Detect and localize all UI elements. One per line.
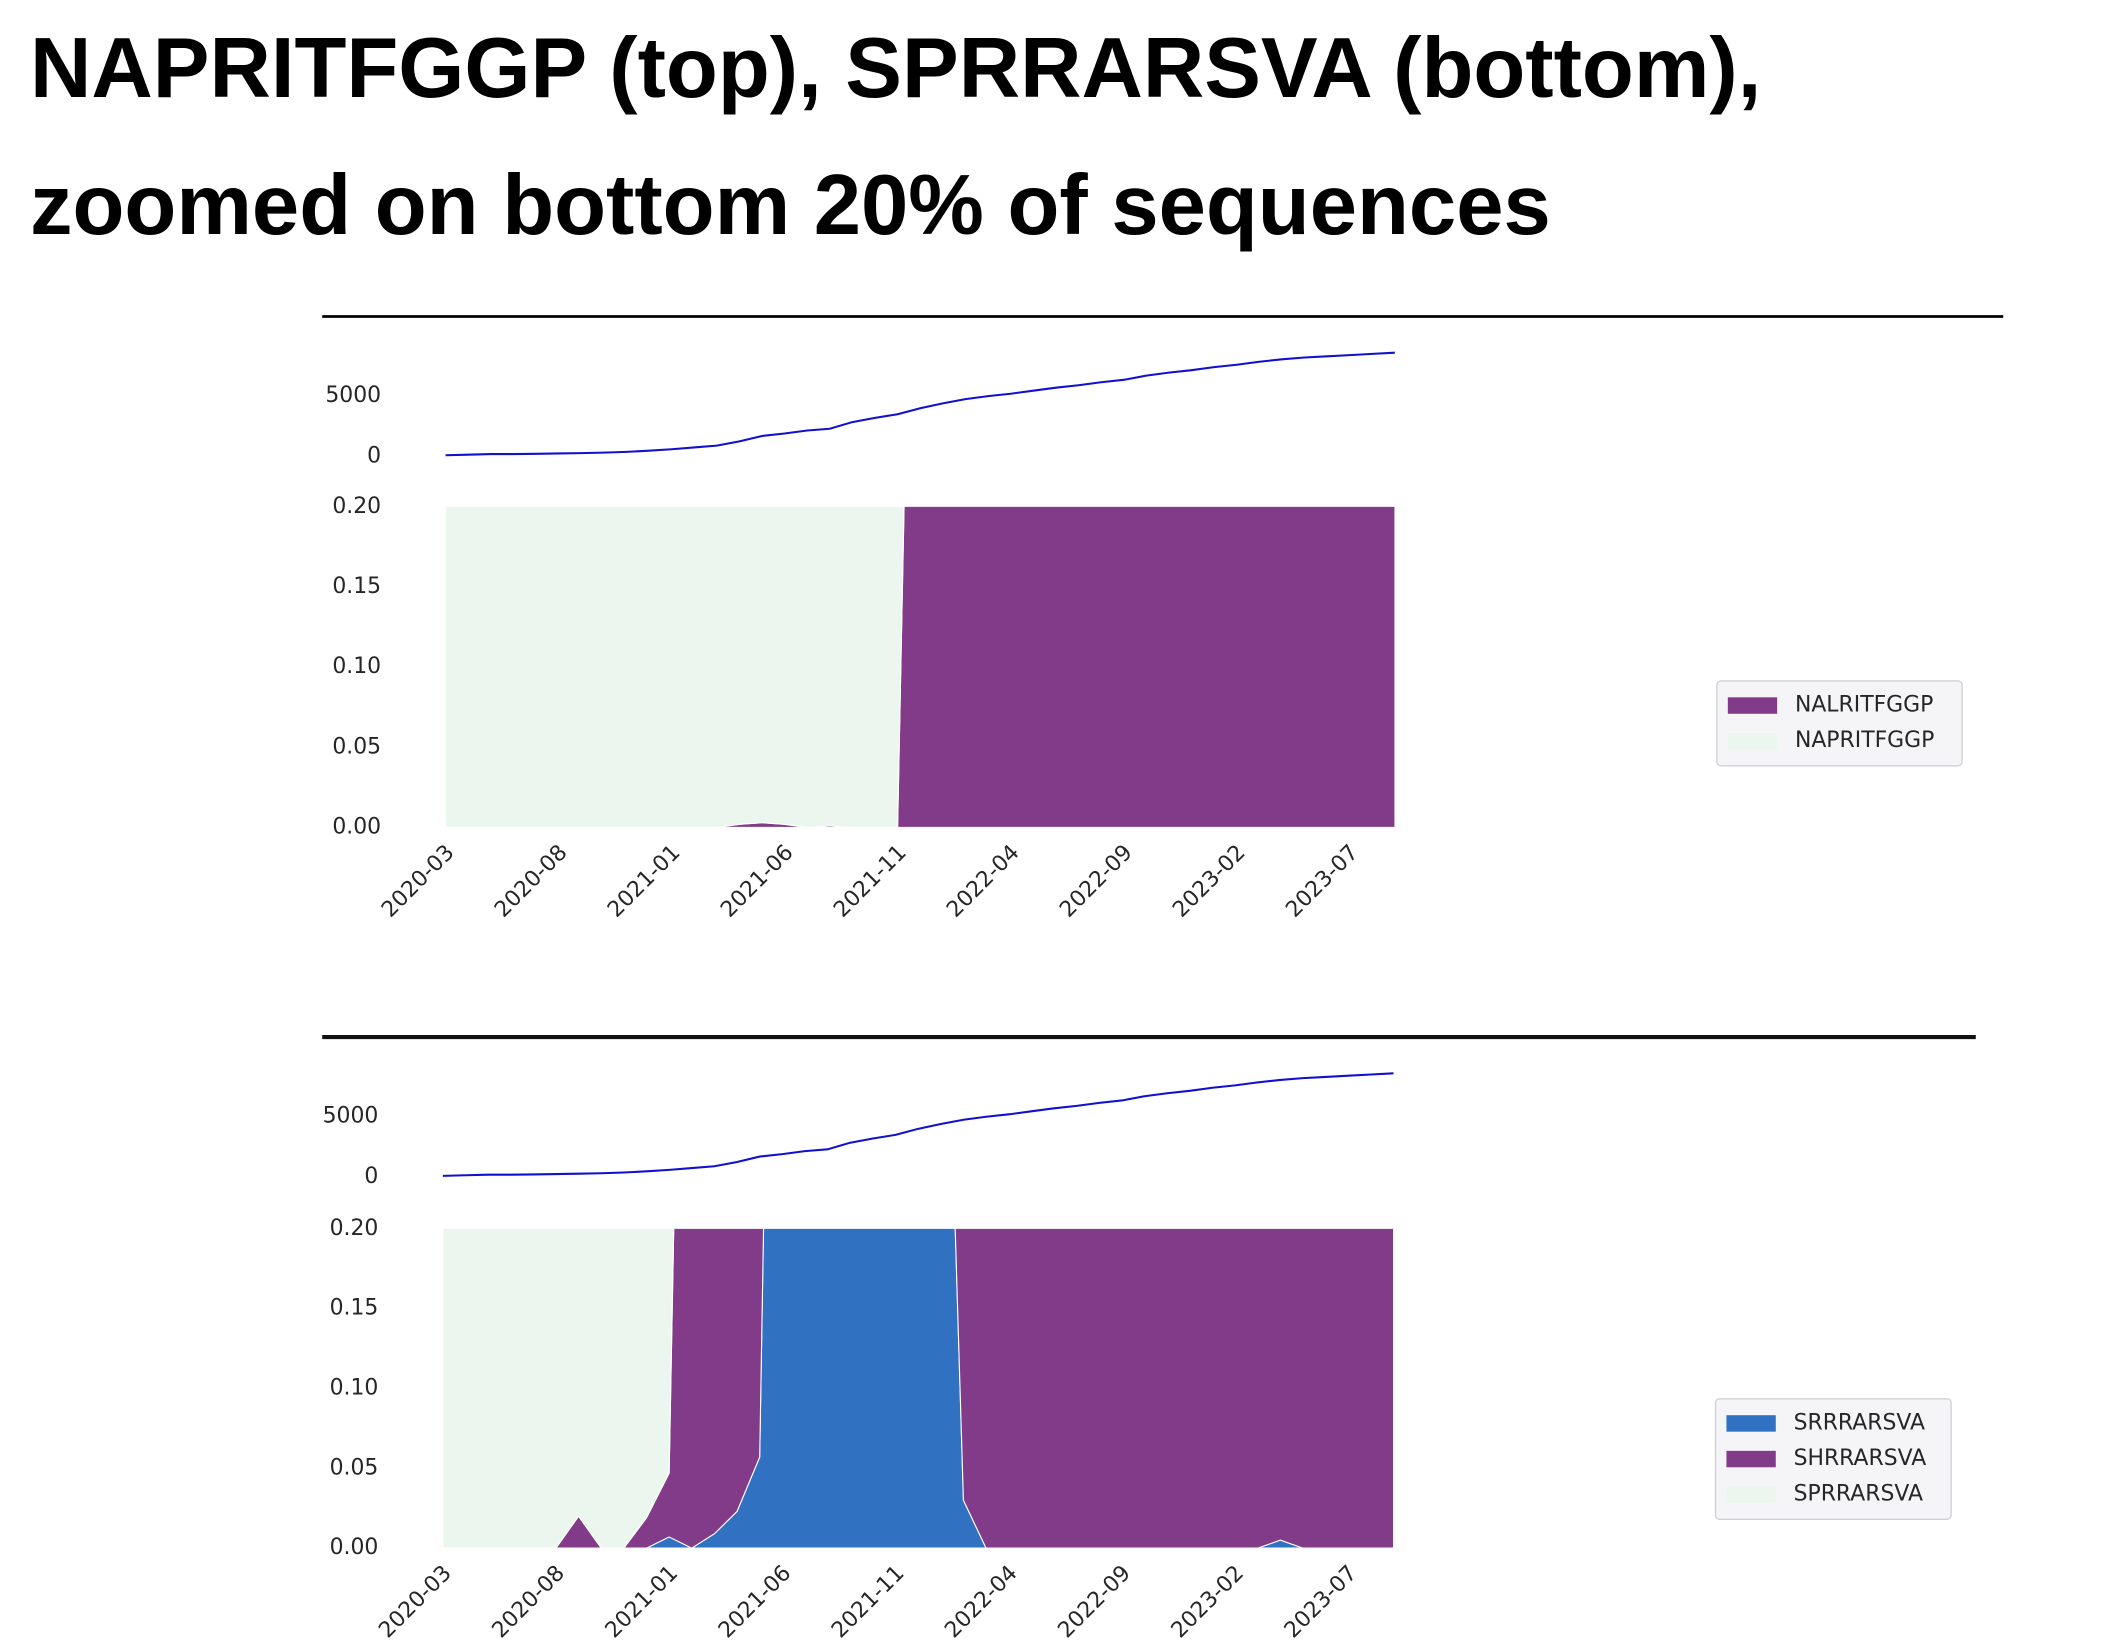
y-tick-label: 5000 <box>323 1104 379 1129</box>
slide-title: NAPRITFGGP (top), SPRRARSVA (bottom), zo… <box>30 21 1762 253</box>
y-tick-label: 0.15 <box>330 1296 379 1321</box>
area <box>445 506 905 828</box>
x-tick-label: 2022-09 <box>1053 1561 1135 1643</box>
y-tick-label: 0.05 <box>332 734 381 759</box>
x-tick-label: 2020-03 <box>374 1561 456 1643</box>
line <box>445 351 1395 457</box>
x-tick-label: 2021-06 <box>714 1561 796 1643</box>
y-tick-label: 5000 <box>325 383 381 408</box>
legend-label: SHRRARSVA <box>1794 1446 1927 1471</box>
y-tick-label: 0.20 <box>332 494 381 519</box>
legend-label: SRRRARSVA <box>1794 1410 1925 1435</box>
y-tick-label: 0.10 <box>332 654 381 679</box>
legend-swatch <box>1727 697 1778 714</box>
plot-area <box>445 351 1395 457</box>
y-tick-label: 0.10 <box>330 1375 379 1400</box>
x-tick-label: 2020-08 <box>490 840 572 922</box>
x-tick-label: 2020-03 <box>377 840 459 922</box>
y-tick-label: 0.15 <box>332 574 381 599</box>
y-tick-label: 0.20 <box>330 1216 379 1241</box>
legend-label: NALRITFGGP <box>1795 693 1933 718</box>
area <box>442 1228 1394 1549</box>
plot-area <box>442 1072 1394 1177</box>
legend-swatch <box>1726 1415 1776 1432</box>
y-tick-label: 0.00 <box>330 1535 379 1560</box>
y-tick-label: 0.05 <box>330 1455 379 1480</box>
x-tick-label: 2023-07 <box>1281 840 1363 922</box>
y-tick-label: 0 <box>367 443 381 468</box>
y-tick-label: 0 <box>364 1164 378 1189</box>
x-tick-label: 2021-11 <box>827 1561 909 1643</box>
y-tick-label: 0.00 <box>332 814 381 839</box>
plot-area <box>442 1228 1394 1549</box>
x-tick-label: 2022-04 <box>940 1561 1022 1643</box>
legend-swatch <box>1726 1486 1776 1503</box>
x-tick-label: 2023-02 <box>1168 840 1250 922</box>
x-tick-label: 2023-07 <box>1280 1561 1362 1643</box>
x-tick-label: 2021-11 <box>829 840 911 922</box>
area <box>442 1228 675 1549</box>
x-tick-label: 2022-04 <box>942 840 1024 922</box>
line <box>442 1072 1394 1177</box>
x-tick-label: 2021-06 <box>716 840 798 922</box>
x-tick-label: 2023-02 <box>1167 1561 1249 1643</box>
x-tick-label: 2020-08 <box>488 1561 570 1643</box>
legend-label: SPRRARSVA <box>1794 1482 1923 1507</box>
legend-swatch <box>1727 732 1778 750</box>
x-tick-label: 2021-01 <box>601 1561 683 1643</box>
x-tick-label: 2022-09 <box>1055 840 1137 922</box>
legend-box <box>1716 680 1963 767</box>
plot-area <box>445 506 1395 828</box>
x-tick-label: 2021-01 <box>603 840 685 922</box>
legend-swatch <box>1726 1450 1776 1468</box>
legend-label: NAPRITFGGP <box>1795 728 1934 753</box>
